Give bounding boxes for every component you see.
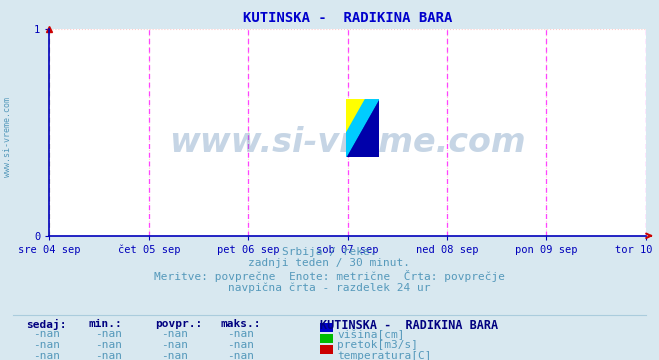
Text: Meritve: povprečne  Enote: metrične  Črta: povprečje: Meritve: povprečne Enote: metrične Črta:…: [154, 270, 505, 282]
Text: zadnji teden / 30 minut.: zadnji teden / 30 minut.: [248, 258, 411, 269]
Text: www.si-vreme.com: www.si-vreme.com: [169, 126, 526, 159]
Text: -nan: -nan: [33, 329, 59, 339]
Text: min.:: min.:: [89, 319, 123, 329]
Title: KUTINSKA -  RADIKINA BARA: KUTINSKA - RADIKINA BARA: [243, 11, 452, 25]
Text: -nan: -nan: [33, 340, 59, 350]
Text: povpr.:: povpr.:: [155, 319, 202, 329]
Text: -nan: -nan: [227, 340, 254, 350]
Text: -nan: -nan: [227, 351, 254, 360]
Text: -nan: -nan: [227, 329, 254, 339]
Text: sedaj:: sedaj:: [26, 319, 67, 330]
Text: navpična črta - razdelek 24 ur: navpična črta - razdelek 24 ur: [228, 282, 431, 293]
Polygon shape: [346, 99, 379, 157]
Text: www.si-vreme.com: www.si-vreme.com: [3, 97, 13, 177]
Text: -nan: -nan: [96, 351, 122, 360]
Text: višina[cm]: višina[cm]: [337, 329, 405, 340]
Polygon shape: [346, 99, 379, 157]
Text: -nan: -nan: [161, 340, 188, 350]
Text: temperatura[C]: temperatura[C]: [337, 351, 432, 360]
Text: -nan: -nan: [96, 340, 122, 350]
Text: -nan: -nan: [33, 351, 59, 360]
Text: maks.:: maks.:: [221, 319, 261, 329]
Text: -nan: -nan: [161, 329, 188, 339]
Text: Srbija / reke.: Srbija / reke.: [282, 247, 377, 257]
Polygon shape: [346, 99, 379, 157]
Text: pretok[m3/s]: pretok[m3/s]: [337, 340, 418, 350]
Text: -nan: -nan: [96, 329, 122, 339]
Text: -nan: -nan: [161, 351, 188, 360]
Text: KUTINSKA -  RADIKINA BARA: KUTINSKA - RADIKINA BARA: [320, 319, 498, 332]
